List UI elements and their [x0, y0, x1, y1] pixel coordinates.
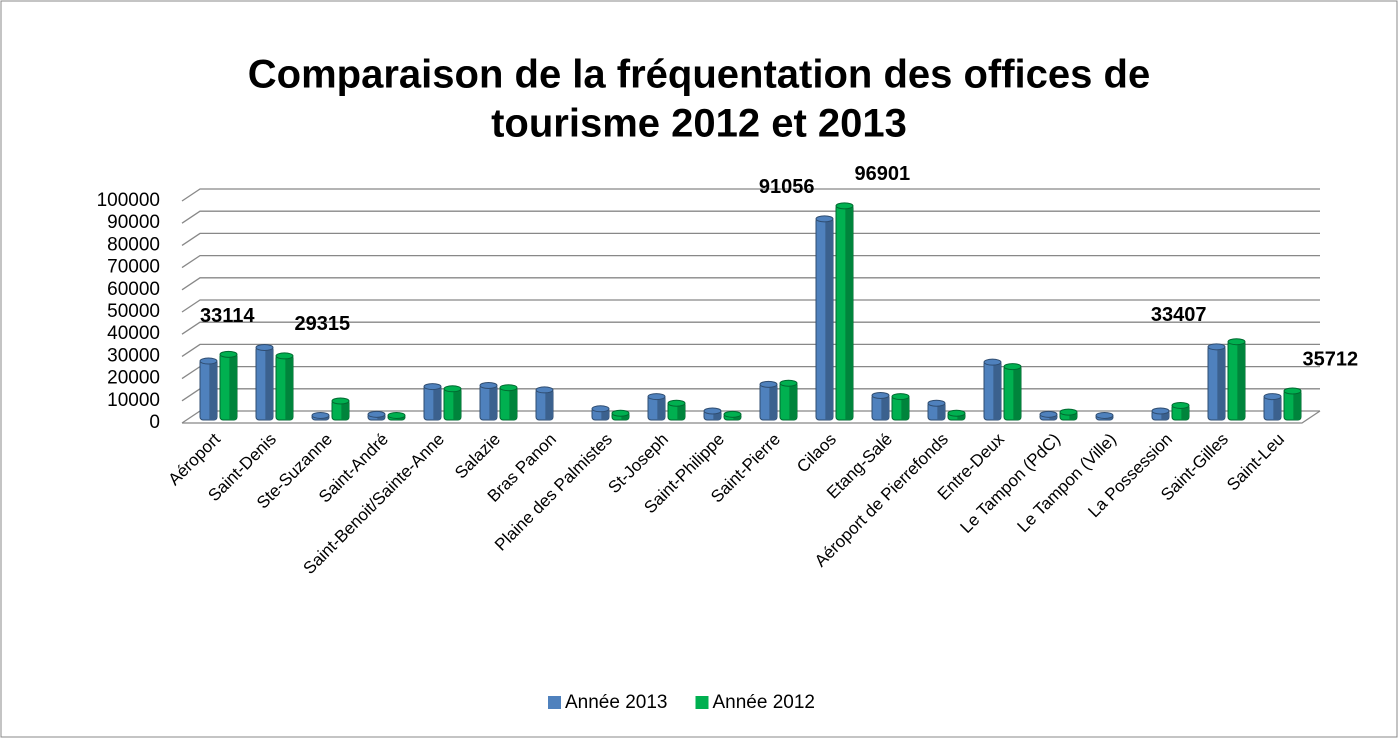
bar	[927, 399, 946, 421]
legend-label: Année 2012	[713, 692, 816, 713]
bar	[275, 352, 294, 421]
data-label: 29315	[295, 313, 351, 335]
bar	[815, 215, 834, 421]
bar	[1283, 387, 1302, 421]
y-tick-label: 10000	[107, 390, 160, 411]
bar	[199, 357, 218, 421]
bar	[723, 410, 742, 421]
y-tick-label: 100000	[97, 190, 160, 211]
y-tick-label: 90000	[107, 212, 160, 233]
bar	[647, 393, 666, 421]
y-tick-label: 80000	[107, 234, 160, 255]
y-tick-label: 60000	[107, 279, 160, 300]
y-tick-label: 70000	[107, 257, 160, 278]
bar	[255, 343, 274, 421]
bar	[219, 350, 238, 421]
bar	[443, 385, 462, 421]
bar	[983, 358, 1002, 421]
bar	[891, 393, 910, 421]
bar	[423, 383, 442, 421]
y-tick-label: 30000	[107, 345, 160, 366]
bar	[331, 397, 350, 421]
y-tick-label: 0	[149, 412, 160, 433]
bar	[1095, 411, 1114, 421]
bar	[367, 410, 386, 421]
grid-line	[181, 210, 1320, 224]
bar	[311, 411, 330, 421]
bar	[871, 391, 890, 421]
data-label: 96901	[855, 163, 911, 185]
bar	[835, 202, 854, 421]
floor	[182, 410, 1321, 424]
legend-swatch	[548, 696, 561, 709]
bar	[611, 409, 630, 421]
bar	[591, 405, 610, 421]
bar	[1227, 338, 1246, 421]
grid-line	[181, 232, 1320, 246]
data-label: 33114	[200, 305, 255, 327]
legend-label: Année 2013	[565, 692, 668, 713]
grid-line	[181, 188, 1320, 202]
data-label: 91056	[759, 176, 815, 198]
bar	[1151, 407, 1170, 421]
bar	[1171, 401, 1190, 421]
bar	[703, 407, 722, 421]
bar	[1263, 393, 1282, 421]
legend-swatch	[695, 696, 709, 709]
bar	[667, 399, 686, 421]
bar	[779, 379, 798, 421]
grid-line	[181, 321, 1320, 335]
bar	[479, 381, 498, 421]
bar	[1039, 410, 1058, 421]
bar	[1207, 343, 1226, 421]
y-tick-label: 20000	[107, 368, 160, 389]
chart-title: tourisme 2012 et 2013	[491, 102, 907, 146]
grid-line	[181, 254, 1320, 269]
grid-line	[181, 277, 1320, 291]
y-tick-label: 50000	[107, 301, 160, 322]
bar	[499, 384, 518, 421]
bar	[387, 411, 406, 421]
chart-title: Comparaison de la fréquentation des offi…	[248, 53, 1150, 97]
bar	[1003, 363, 1022, 421]
bar	[759, 380, 778, 421]
data-label: 35712	[1303, 348, 1359, 370]
grid-line	[181, 299, 1320, 313]
bar	[535, 386, 554, 421]
y-tick-label: 40000	[107, 323, 160, 344]
bar	[1059, 408, 1078, 421]
bar	[947, 409, 966, 421]
grid-line	[181, 343, 1320, 357]
data-label: 33407	[1151, 304, 1207, 326]
